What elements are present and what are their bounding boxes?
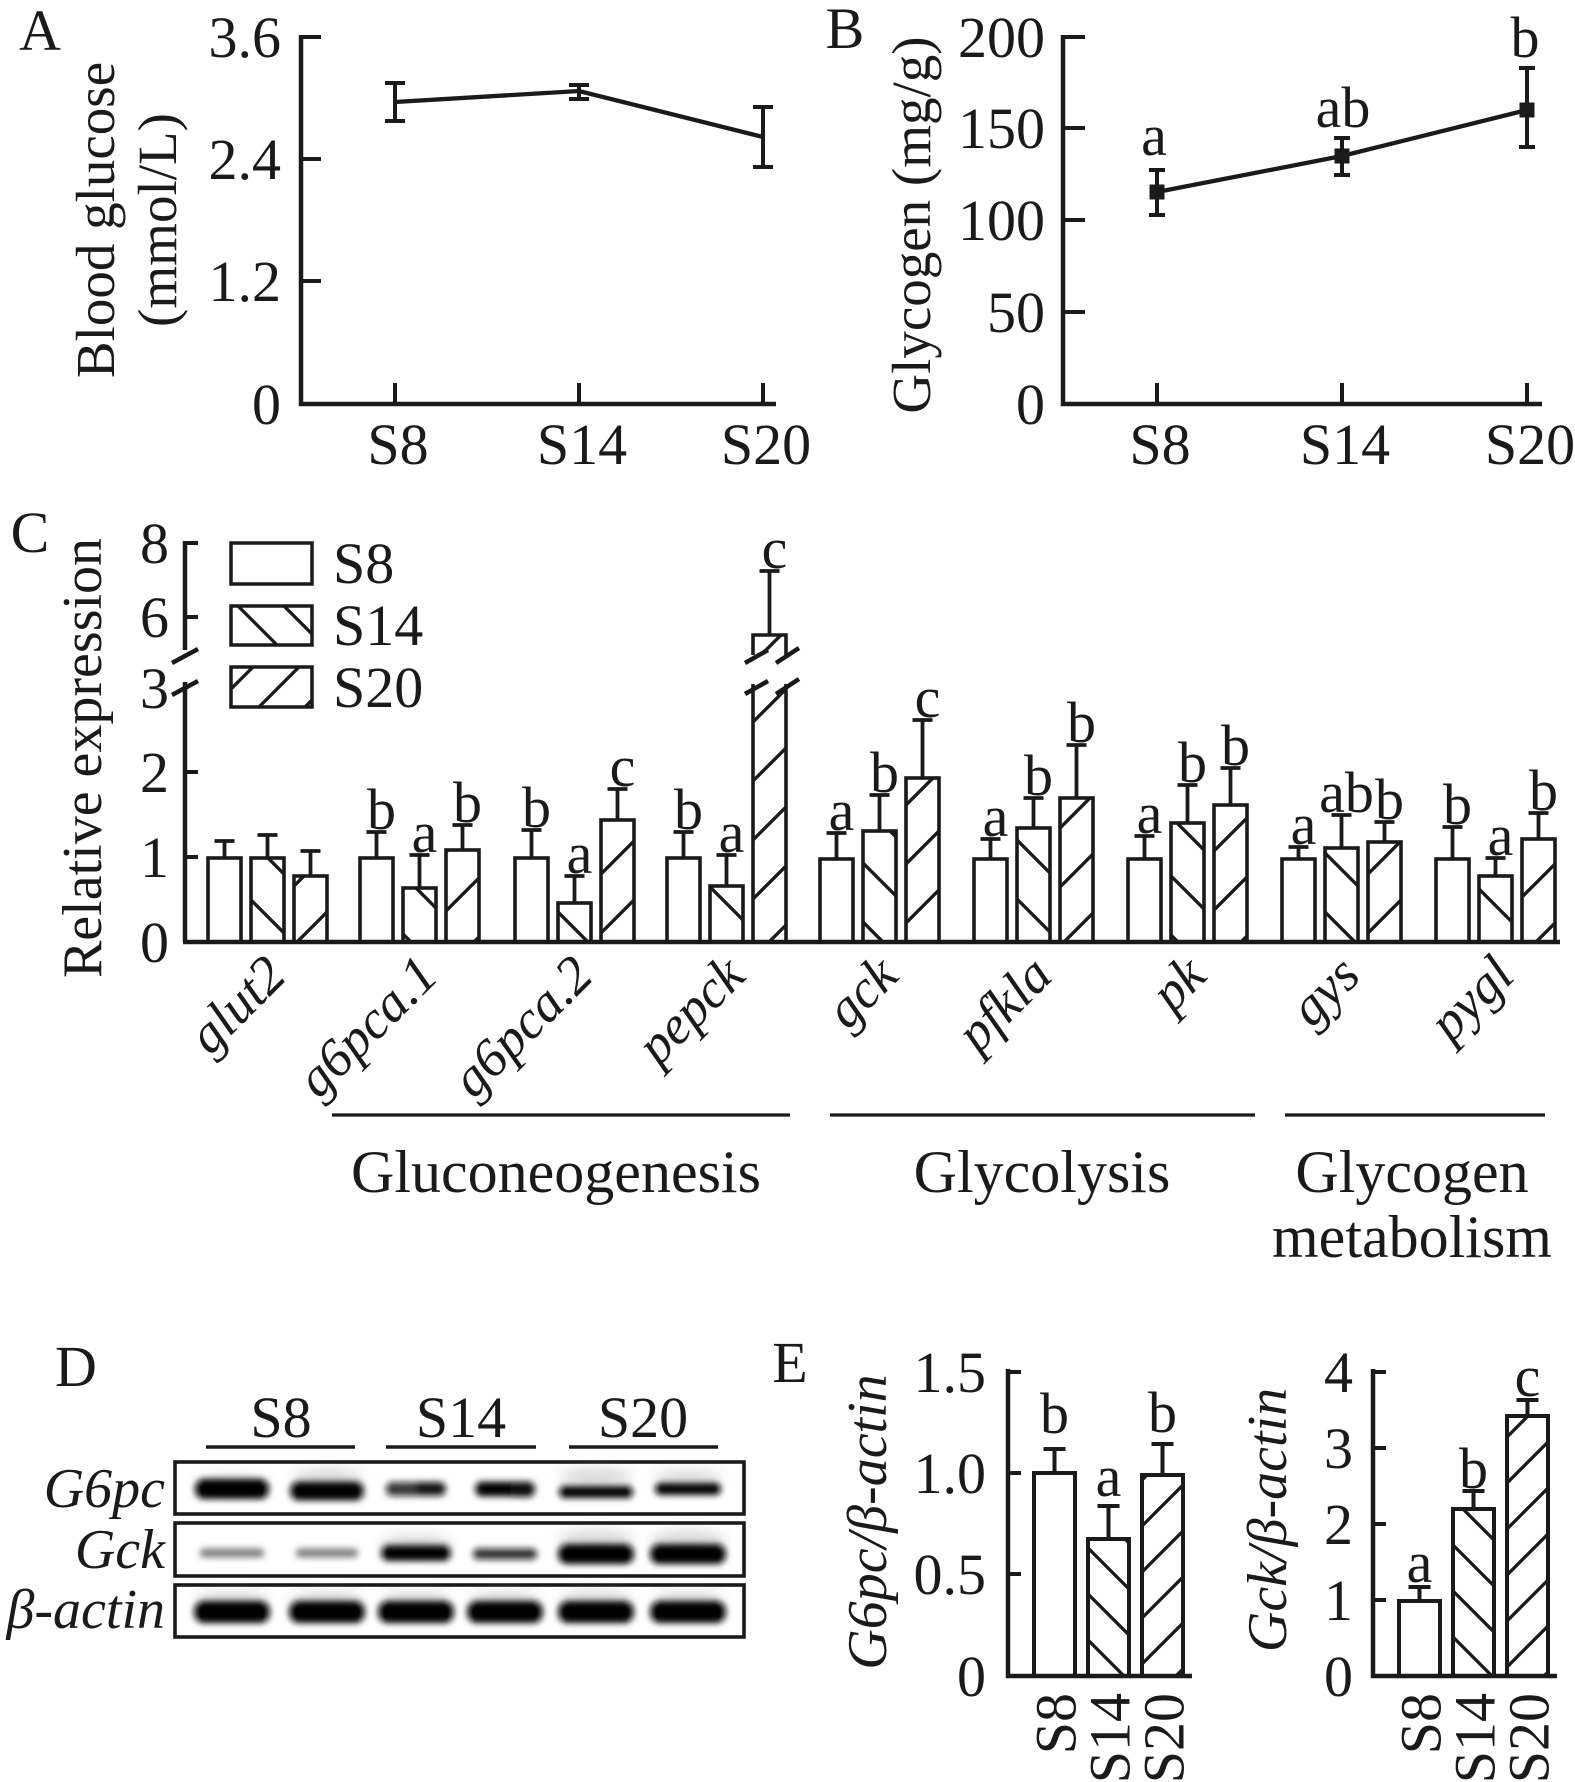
svg-text:Glycogen (mg/g): Glycogen (mg/g) [881, 36, 942, 413]
svg-text:3.6: 3.6 [209, 5, 282, 70]
svg-text:ab: ab [1316, 75, 1371, 140]
svg-text:E: E [772, 1330, 807, 1395]
svg-text:b: b [1040, 1381, 1069, 1446]
svg-text:c: c [1515, 1344, 1541, 1409]
svg-text:0.5: 0.5 [914, 1542, 987, 1607]
svg-text:a: a [983, 784, 1009, 849]
svg-text:a: a [567, 821, 593, 886]
svg-text:b: b [1459, 1436, 1488, 1501]
svg-text:a: a [1137, 781, 1163, 846]
svg-text:50: 50 [987, 280, 1045, 345]
svg-text:B: B [826, 0, 865, 61]
svg-text:S14: S14 [1443, 1693, 1508, 1782]
svg-text:S8: S8 [250, 1385, 311, 1450]
svg-text:b: b [522, 775, 551, 840]
svg-text:Blood glucose: Blood glucose [65, 62, 126, 378]
svg-text:8: 8 [140, 511, 169, 576]
svg-text:b: b [1375, 767, 1404, 832]
svg-text:1: 1 [1324, 1568, 1353, 1633]
svg-text:S14: S14 [416, 1385, 506, 1450]
svg-text:a: a [1488, 803, 1514, 868]
svg-text:Gck/β-actin: Gck/β-actin [1237, 1388, 1299, 1652]
svg-text:0: 0 [252, 372, 281, 437]
svg-text:S20: S20 [333, 655, 423, 720]
svg-text:a: a [412, 800, 438, 865]
svg-text:a: a [1096, 1444, 1122, 1509]
svg-text:0: 0 [1016, 372, 1045, 437]
svg-text:S14: S14 [1300, 412, 1390, 477]
svg-text:2.4: 2.4 [209, 127, 282, 192]
svg-text:A: A [19, 0, 61, 63]
svg-text:a: a [1407, 1530, 1433, 1595]
svg-text:b: b [1529, 758, 1558, 823]
svg-text:β-actin: β-actin [5, 1579, 165, 1641]
svg-text:b: b [1024, 743, 1053, 808]
svg-text:150: 150 [958, 96, 1045, 161]
svg-text:3: 3 [1324, 1416, 1353, 1481]
svg-text:(mmol/L): (mmol/L) [127, 113, 188, 327]
svg-text:S8: S8 [333, 531, 394, 596]
svg-text:b: b [870, 740, 899, 805]
svg-text:b: b [453, 770, 482, 835]
svg-text:S8: S8 [1129, 412, 1190, 477]
svg-text:b: b [1511, 5, 1540, 70]
svg-text:S14: S14 [537, 412, 627, 477]
svg-text:D: D [55, 1334, 97, 1399]
svg-text:0: 0 [140, 910, 169, 975]
svg-text:Glycogen: Glycogen [1295, 1139, 1528, 1205]
svg-text:S14: S14 [333, 593, 423, 658]
svg-text:S8: S8 [367, 412, 428, 477]
svg-text:c: c [762, 516, 788, 581]
svg-text:a: a [1291, 792, 1317, 857]
svg-text:b: b [367, 777, 396, 842]
svg-text:Gck: Gck [75, 1519, 166, 1581]
svg-text:S14: S14 [1078, 1693, 1143, 1782]
svg-text:0: 0 [957, 1644, 986, 1709]
svg-text:G6pc: G6pc [44, 1458, 165, 1520]
svg-text:S8: S8 [1024, 1693, 1089, 1754]
svg-text:1.5: 1.5 [914, 1340, 987, 1405]
svg-text:b: b [1443, 772, 1472, 837]
svg-text:C: C [11, 500, 50, 565]
svg-text:Glycolysis: Glycolysis [914, 1139, 1171, 1205]
svg-text:S8: S8 [1389, 1693, 1454, 1754]
svg-text:S20: S20 [721, 412, 811, 477]
svg-text:a: a [719, 800, 745, 865]
svg-text:S20: S20 [1485, 412, 1575, 477]
svg-text:0: 0 [1324, 1644, 1353, 1709]
svg-text:b: b [1067, 690, 1096, 755]
svg-text:3: 3 [140, 656, 169, 721]
svg-text:b: b [1178, 730, 1207, 795]
svg-text:b: b [674, 777, 703, 842]
svg-text:ab: ab [1319, 760, 1374, 825]
svg-text:1.0: 1.0 [914, 1441, 987, 1506]
svg-text:200: 200 [958, 5, 1045, 70]
svg-text:S20: S20 [1132, 1693, 1197, 1782]
svg-text:a: a [829, 778, 855, 843]
svg-text:metabolism: metabolism [1272, 1204, 1552, 1270]
svg-text:G6pc/β-actin: G6pc/β-actin [837, 1374, 899, 1669]
svg-text:1: 1 [140, 825, 169, 890]
svg-text:b: b [1148, 1380, 1177, 1445]
svg-text:a: a [1141, 103, 1167, 168]
svg-text:1.2: 1.2 [209, 249, 282, 314]
svg-text:100: 100 [958, 188, 1045, 253]
svg-text:S20: S20 [598, 1385, 688, 1450]
svg-text:c: c [915, 665, 941, 730]
svg-text:b: b [1221, 713, 1250, 778]
svg-text:2: 2 [140, 740, 169, 805]
svg-text:Relative expression: Relative expression [52, 538, 114, 978]
svg-text:c: c [610, 734, 636, 799]
svg-text:4: 4 [1324, 1340, 1353, 1405]
svg-text:Gluconeogenesis: Gluconeogenesis [351, 1139, 761, 1205]
svg-text:6: 6 [140, 585, 169, 650]
svg-text:2: 2 [1324, 1492, 1353, 1557]
svg-text:S20: S20 [1497, 1693, 1562, 1782]
